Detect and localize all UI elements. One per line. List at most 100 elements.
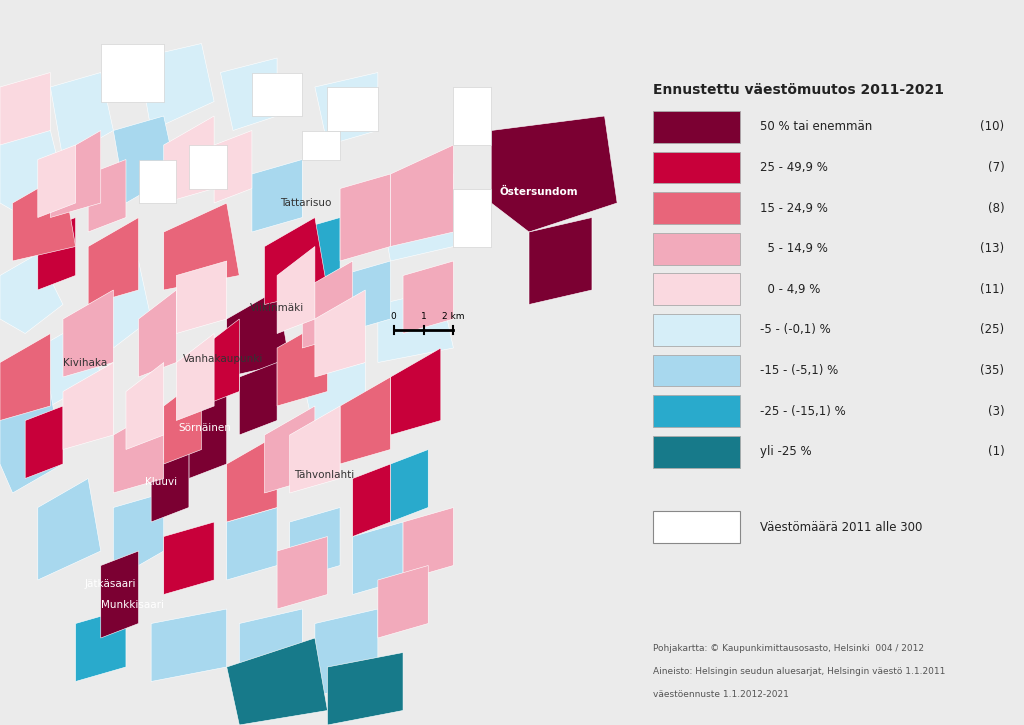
Polygon shape (290, 218, 340, 290)
Polygon shape (63, 290, 114, 377)
Text: Pohjakartta: © Kaupunkimittausosasto, Helsinki  004 / 2012: Pohjakartta: © Kaupunkimittausosasto, He… (653, 644, 925, 652)
Text: Viikinmäki: Viikinmäki (250, 303, 304, 313)
Text: Aineisto: Helsingin seudun aluesarjat, Helsingin väestö 1.1.2011: Aineisto: Helsingin seudun aluesarjat, H… (653, 667, 946, 676)
Polygon shape (226, 290, 290, 377)
Polygon shape (340, 174, 390, 261)
Text: (8): (8) (988, 202, 1005, 215)
Text: (3): (3) (988, 405, 1005, 418)
Polygon shape (50, 72, 114, 160)
Text: -25 - (-15,1) %: -25 - (-15,1) % (760, 405, 846, 418)
Polygon shape (76, 609, 126, 682)
Polygon shape (164, 522, 214, 594)
Polygon shape (202, 319, 240, 406)
Polygon shape (220, 58, 278, 130)
Bar (653, 152, 740, 183)
Text: Tähvonlahti: Tähvonlahti (294, 470, 354, 480)
Polygon shape (138, 290, 176, 377)
Bar (653, 355, 740, 386)
Text: 15 - 24,9 %: 15 - 24,9 % (760, 202, 827, 215)
Polygon shape (403, 261, 454, 334)
Polygon shape (164, 377, 202, 464)
Polygon shape (454, 87, 492, 145)
Text: (35): (35) (980, 364, 1005, 377)
Polygon shape (188, 145, 226, 188)
Polygon shape (252, 72, 302, 116)
Polygon shape (114, 406, 164, 493)
Polygon shape (12, 174, 76, 261)
Polygon shape (100, 261, 152, 348)
Polygon shape (88, 218, 138, 304)
Text: 1: 1 (421, 312, 426, 321)
Polygon shape (454, 188, 492, 246)
Polygon shape (352, 464, 390, 536)
Text: 0: 0 (391, 312, 396, 321)
Polygon shape (390, 450, 428, 522)
Text: (7): (7) (987, 161, 1005, 174)
Text: 50 % tai enemmän: 50 % tai enemmän (760, 120, 872, 133)
Polygon shape (38, 218, 76, 290)
Polygon shape (152, 450, 188, 522)
Text: väestöennuste 1.1.2012-2021: väestöennuste 1.1.2012-2021 (653, 690, 790, 699)
Text: Ennustettu väestömuutos 2011-2021: Ennustettu väestömuutos 2011-2021 (653, 83, 944, 97)
Text: 5 - 14,9 %: 5 - 14,9 % (760, 242, 827, 255)
Bar (653, 192, 740, 224)
Polygon shape (302, 362, 366, 435)
Polygon shape (328, 652, 403, 725)
Polygon shape (226, 638, 328, 725)
Polygon shape (0, 130, 63, 218)
Polygon shape (403, 507, 454, 580)
Polygon shape (252, 160, 302, 232)
Polygon shape (188, 392, 226, 478)
Polygon shape (100, 44, 164, 102)
Polygon shape (214, 130, 252, 203)
Polygon shape (0, 334, 50, 420)
Polygon shape (302, 130, 340, 160)
Bar (653, 436, 740, 468)
Polygon shape (390, 145, 454, 246)
Polygon shape (278, 536, 328, 609)
Text: 25 - 49,9 %: 25 - 49,9 % (760, 161, 827, 174)
Text: (25): (25) (980, 323, 1005, 336)
Polygon shape (0, 72, 50, 145)
Polygon shape (290, 406, 340, 493)
Polygon shape (38, 478, 100, 580)
Polygon shape (278, 247, 315, 334)
Text: Östersundom: Östersundom (499, 187, 578, 197)
Polygon shape (126, 362, 164, 450)
Polygon shape (138, 44, 214, 130)
Polygon shape (0, 254, 63, 334)
Polygon shape (378, 290, 454, 362)
Polygon shape (290, 507, 340, 580)
Polygon shape (278, 319, 328, 406)
Polygon shape (63, 362, 114, 450)
Polygon shape (390, 348, 440, 435)
Polygon shape (0, 392, 63, 493)
Polygon shape (529, 218, 592, 304)
Text: Sörnäinen: Sörnäinen (178, 423, 231, 433)
Polygon shape (152, 609, 226, 682)
Text: Tattarisuo: Tattarisuo (280, 198, 331, 208)
Polygon shape (226, 435, 278, 522)
Polygon shape (138, 160, 176, 203)
Polygon shape (378, 174, 454, 261)
Polygon shape (164, 203, 240, 290)
Polygon shape (88, 160, 126, 232)
Polygon shape (340, 377, 390, 464)
Polygon shape (264, 406, 315, 493)
Text: Vanhakaupunki: Vanhakaupunki (183, 354, 264, 364)
Polygon shape (176, 334, 214, 420)
Polygon shape (378, 566, 428, 638)
Polygon shape (114, 493, 164, 580)
Bar (653, 111, 740, 143)
Text: 0 - 4,9 %: 0 - 4,9 % (760, 283, 820, 296)
Polygon shape (264, 218, 328, 304)
Text: (10): (10) (980, 120, 1005, 133)
Text: Kivihaka: Kivihaka (62, 357, 108, 368)
Bar (653, 314, 740, 346)
Text: Väestömäärä 2011 alle 300: Väestömäärä 2011 alle 300 (760, 521, 923, 534)
Polygon shape (226, 507, 278, 580)
Polygon shape (328, 87, 378, 130)
Polygon shape (164, 116, 214, 203)
Polygon shape (240, 362, 278, 435)
Text: -15 - (-5,1) %: -15 - (-5,1) % (760, 364, 838, 377)
